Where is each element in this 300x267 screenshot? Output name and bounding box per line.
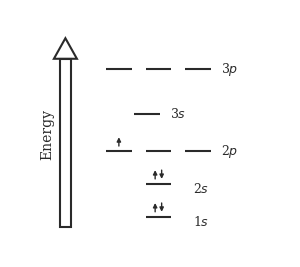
- Text: 3$\it{s}$: 3$\it{s}$: [170, 107, 186, 121]
- Text: 2$\it{p}$: 2$\it{p}$: [221, 143, 238, 160]
- Text: Energy: Energy: [40, 109, 54, 160]
- Text: 1$\it{s}$: 1$\it{s}$: [193, 215, 209, 229]
- Text: 2$\it{s}$: 2$\it{s}$: [193, 182, 209, 196]
- Text: 3$\it{p}$: 3$\it{p}$: [221, 61, 238, 77]
